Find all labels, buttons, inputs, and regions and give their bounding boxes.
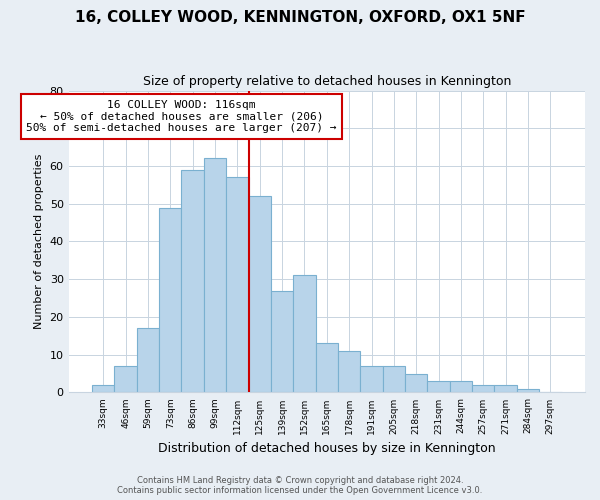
Y-axis label: Number of detached properties: Number of detached properties	[34, 154, 44, 329]
Bar	[427, 381, 450, 392]
X-axis label: Distribution of detached houses by size in Kennington: Distribution of detached houses by size …	[158, 442, 496, 455]
Bar	[450, 381, 472, 392]
Bar	[181, 170, 204, 392]
Bar	[472, 385, 494, 392]
Bar	[226, 178, 248, 392]
Bar	[494, 385, 517, 392]
Bar	[405, 374, 427, 392]
Bar	[361, 366, 383, 392]
Bar	[338, 351, 361, 393]
Text: Contains HM Land Registry data © Crown copyright and database right 2024.
Contai: Contains HM Land Registry data © Crown c…	[118, 476, 482, 495]
Bar	[204, 158, 226, 392]
Bar	[271, 290, 293, 392]
Bar	[248, 196, 271, 392]
Bar	[115, 366, 137, 392]
Text: 16, COLLEY WOOD, KENNINGTON, OXFORD, OX1 5NF: 16, COLLEY WOOD, KENNINGTON, OXFORD, OX1…	[74, 10, 526, 25]
Bar	[517, 388, 539, 392]
Title: Size of property relative to detached houses in Kennington: Size of property relative to detached ho…	[143, 75, 511, 88]
Bar	[159, 208, 181, 392]
Text: 16 COLLEY WOOD: 116sqm
← 50% of detached houses are smaller (206)
50% of semi-de: 16 COLLEY WOOD: 116sqm ← 50% of detached…	[26, 100, 337, 133]
Bar	[92, 385, 115, 392]
Bar	[316, 344, 338, 392]
Bar	[293, 276, 316, 392]
Bar	[383, 366, 405, 392]
Bar	[137, 328, 159, 392]
